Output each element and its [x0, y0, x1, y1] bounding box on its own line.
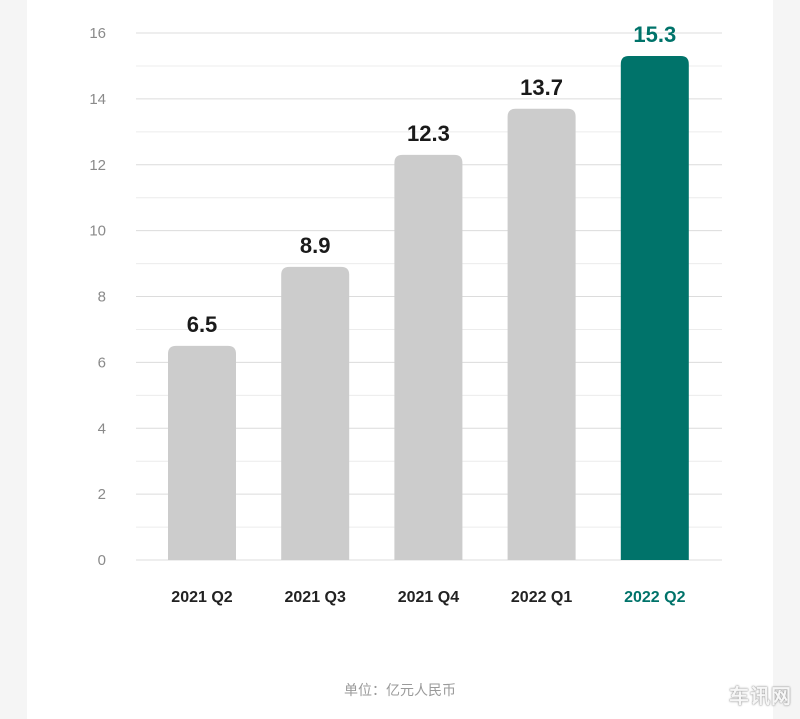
y-tick-label: 4	[98, 420, 106, 437]
value-labels: 6.5 8.9 12.3 13.7 15.3	[187, 22, 677, 337]
x-tick-label: 2022 Q2	[624, 589, 685, 606]
bar-2022-q1	[507, 108, 576, 560]
x-tick-label: 2021 Q2	[171, 589, 232, 606]
value-label: 8.9	[300, 233, 331, 258]
value-label: 12.3	[407, 121, 450, 146]
y-tick-label: 6	[98, 354, 106, 371]
value-label: 13.7	[520, 75, 563, 100]
bar-chart: 0 2 4 6 8 10 12 14 16 6.5 8.9 12.3 13.7 15.3 2021 Q2…	[89, 22, 722, 606]
x-tick-label: 2021 Q3	[285, 589, 346, 606]
x-axis-ticks: 2021 Q2 2021 Q3 2021 Q4 2022 Q1 2022 Q2	[171, 589, 685, 606]
watermark-logo: 车讯网	[729, 684, 792, 708]
y-tick-label: 0	[98, 552, 106, 569]
bars	[168, 56, 689, 561]
bar-2021-q4	[394, 154, 463, 560]
value-label: 6.5	[187, 312, 218, 337]
y-tick-label: 2	[98, 486, 106, 503]
value-label: 15.3	[633, 22, 676, 47]
y-tick-label: 8	[98, 289, 106, 306]
x-tick-label: 2021 Q4	[398, 589, 459, 606]
y-tick-label: 12	[89, 157, 106, 174]
bar-2021-q2	[168, 345, 236, 560]
x-tick-label: 2022 Q1	[511, 589, 572, 606]
bar-2022-q2	[620, 56, 689, 561]
y-tick-label: 10	[89, 223, 106, 240]
y-tick-label: 16	[89, 25, 106, 42]
unit-label: 单位：亿元人民币	[344, 683, 456, 699]
y-tick-label: 14	[89, 91, 106, 108]
y-axis-ticks: 0 2 4 6 8 10 12 14 16	[89, 25, 106, 569]
bar-2021-q3	[281, 266, 350, 560]
